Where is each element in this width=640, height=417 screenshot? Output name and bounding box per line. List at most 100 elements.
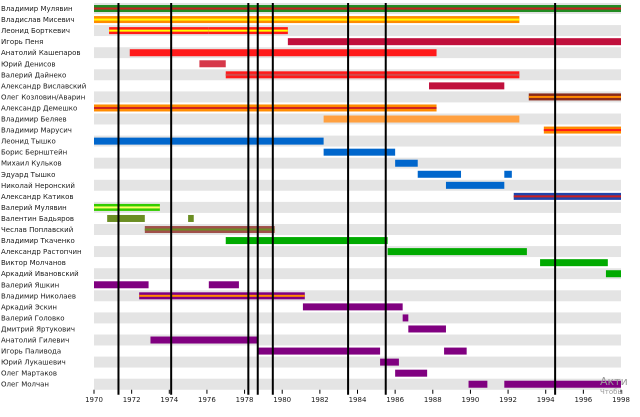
member-name-label: Леонид Тышко <box>1 138 56 146</box>
member-name-label: Юрий Лукашевич <box>1 359 66 367</box>
member-period-bar <box>302 303 403 311</box>
x-axis-tick-label: 1980 <box>273 396 291 404</box>
member-name-label: Михаил Кульков <box>1 160 62 168</box>
member-period-stripe <box>94 18 520 21</box>
member-name-label: Владимир Ткаченко <box>1 237 75 245</box>
activation-watermark: Акти Чтобы <box>600 376 640 417</box>
member-period-stripe <box>528 95 621 98</box>
event-lines <box>117 3 557 395</box>
member-period-bar <box>257 347 381 355</box>
member-period-bar <box>323 115 520 123</box>
member-period-bar <box>387 248 527 256</box>
x-axis-tick-label: 1986 <box>386 396 404 404</box>
member-period-stripe <box>513 195 621 198</box>
member-period-bar <box>417 170 462 178</box>
row-stripe <box>94 312 621 324</box>
member-name-label: Валерий Дайнеко <box>1 71 66 79</box>
x-axis-tick-label: 1976 <box>198 396 216 404</box>
member-name-label: Олег Молчан <box>1 381 49 389</box>
member-name-label: Николай Неронский <box>1 182 75 190</box>
member-period-bar <box>605 270 621 278</box>
member-name-label: Александр Катиков <box>1 193 74 201</box>
member-period-bar <box>150 336 258 344</box>
member-period-bar <box>468 380 488 388</box>
member-period-bar <box>395 159 418 167</box>
row-stripe <box>94 367 621 379</box>
member-period-bar <box>408 325 446 333</box>
member-name-label: Владислав Мисевич <box>1 16 74 24</box>
member-name-label: Игорь Пеня <box>1 38 43 46</box>
member-period-bar <box>225 237 388 245</box>
member-name-label: Валерий Головко <box>1 314 65 322</box>
x-axis-tick-labels: 1970 1972 1974 1976 1978 1980 1982 1984 1986 1988… <box>85 389 630 404</box>
member-name-label: Юрий Денисов <box>1 60 55 68</box>
member-name-label: Борис Бернштейн <box>1 149 67 157</box>
row-stripe <box>94 124 621 136</box>
x-axis-tick-label: 1974 <box>160 396 178 404</box>
row-stripe <box>94 224 621 236</box>
x-axis-tick-label: 1982 <box>311 396 329 404</box>
row-stripe <box>94 323 621 335</box>
row-stripe <box>94 290 621 302</box>
member-name-label: Чеслав Поплавский <box>1 226 73 234</box>
x-axis-tick-label: 1984 <box>349 396 367 404</box>
row-stripe <box>94 80 621 92</box>
member-period-bar <box>199 60 226 68</box>
member-name-label: Владимир Марусич <box>1 127 72 135</box>
member-name-label: Леонид Борткевич <box>1 27 70 35</box>
member-name-label: Аркадий Эскин <box>1 303 57 311</box>
member-name-label: Александр Демешко <box>1 104 77 112</box>
member-name-label: Валентин Бадьяров <box>1 215 74 223</box>
member-name-label: Владимир Мулявин <box>1 5 73 13</box>
member-period-bar <box>504 380 621 388</box>
member-period-bar <box>444 347 467 355</box>
member-name-label: Валерий Яшкин <box>1 281 59 289</box>
member-period-bar <box>540 259 608 267</box>
x-axis-tick-label: 1990 <box>462 396 480 404</box>
row-stripe <box>94 179 621 191</box>
row-stripe <box>94 201 621 213</box>
x-axis-tick-label: 1972 <box>123 396 141 404</box>
member-period-bar <box>107 214 145 222</box>
row-stripe <box>94 246 621 258</box>
x-axis-tick-label: 1978 <box>236 396 254 404</box>
member-period-bar <box>429 82 505 90</box>
x-axis-tick-label: 1970 <box>85 396 103 404</box>
member-period-stripe <box>94 7 621 10</box>
member-period-stripe <box>144 228 275 231</box>
member-period-stripe <box>94 106 437 109</box>
x-axis-tick-label: 1996 <box>574 396 592 404</box>
member-period-bar <box>402 314 409 322</box>
member-period-bar <box>94 137 324 145</box>
member-period-stripe <box>139 294 305 297</box>
row-stripe <box>94 58 621 70</box>
member-period-bar <box>395 369 428 377</box>
x-axis-tick-label: 1992 <box>499 396 517 404</box>
row-stripe <box>94 378 621 390</box>
member-name-label: Дмитрий Яртукович <box>1 325 75 333</box>
member-period-bar <box>188 214 194 222</box>
row-stripe <box>94 279 621 291</box>
member-name-label: Анатолий Кашепаров <box>1 49 81 57</box>
row-stripe <box>94 268 621 280</box>
member-name-labels: Владимир Мулявин Владислав Мисевич Леонид … <box>1 5 86 389</box>
member-period-bar <box>94 281 149 289</box>
member-period-stripe <box>543 129 621 132</box>
row-stripe <box>94 157 621 169</box>
member-name-label: Игорь Паливода <box>1 348 61 356</box>
member-period-bar <box>208 281 239 289</box>
member-period-stripe <box>109 29 209 32</box>
row-stripe <box>94 91 621 103</box>
row-stripe <box>94 190 621 202</box>
x-axis-tick-label: 1988 <box>424 396 442 404</box>
member-name-label: Аркадий Ивановский <box>1 270 79 278</box>
row-stripe <box>94 25 621 37</box>
row-stripe <box>94 135 621 147</box>
member-period-stripe <box>225 73 520 76</box>
row-stripe <box>94 168 621 180</box>
member-name-label: Александр Виславский <box>1 82 86 90</box>
watermark-line-2: Чтобы <box>600 388 624 396</box>
member-period-bar <box>380 358 399 366</box>
member-name-label: Эдуард Тышко <box>1 171 55 179</box>
